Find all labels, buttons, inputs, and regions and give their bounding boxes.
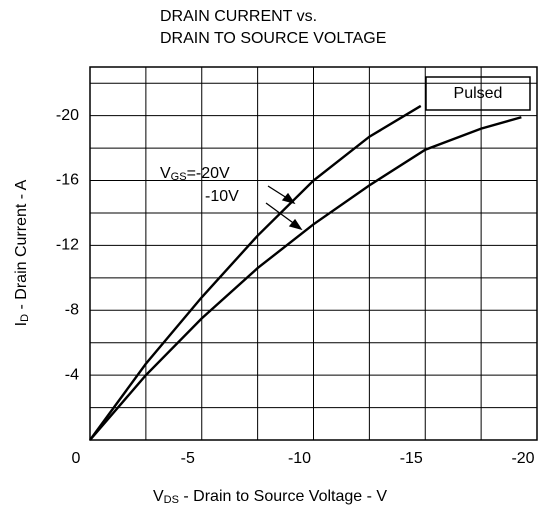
series-line [89, 116, 522, 441]
y-tick-label: -4 [65, 366, 79, 383]
x-tick-label: -5 [181, 450, 195, 467]
series-label: VGS=-20V [160, 165, 230, 183]
arrow-head [281, 192, 296, 205]
y-axis-label: ID - Drain Current - A [13, 179, 31, 326]
x-axis-label: VDS - Drain to Source Voltage - V [153, 488, 387, 506]
y-tick-label: -20 [56, 107, 79, 124]
series-label: -10V [205, 188, 239, 205]
arrows [265, 185, 303, 231]
y-label-text: ID - Drain Current - A [13, 179, 31, 326]
x-label-text: VDS - Drain to Source Voltage - V [153, 488, 387, 506]
x-tick-label: 0 [72, 450, 81, 467]
series-line [89, 104, 422, 441]
x-tick-label: -15 [400, 450, 423, 467]
chart-title: DRAIN CURRENT vs. [160, 8, 317, 25]
y-tick-label: -16 [56, 172, 79, 189]
legend-box [425, 76, 531, 111]
x-tick-label: -10 [288, 450, 311, 467]
chart-title: DRAIN TO SOURCE VOLTAGE [160, 30, 386, 47]
legend-text: Pulsed [454, 85, 503, 102]
arrow-head [288, 218, 303, 231]
y-tick-label: -12 [56, 237, 79, 254]
y-tick-label: -8 [65, 301, 79, 318]
x-tick-label: -20 [511, 450, 534, 467]
